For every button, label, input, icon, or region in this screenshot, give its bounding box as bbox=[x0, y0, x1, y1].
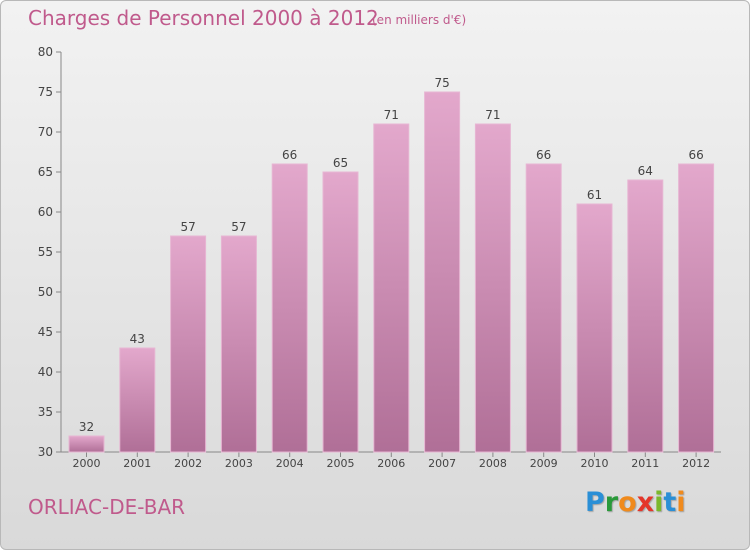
x-tick-label: 2001 bbox=[123, 457, 151, 470]
bar bbox=[373, 123, 410, 453]
x-tick-label: 2005 bbox=[327, 457, 355, 470]
proxiti-logo: Proxiti bbox=[585, 487, 686, 518]
bar-value-label: 71 bbox=[485, 108, 500, 122]
y-tick-label: 40 bbox=[38, 365, 53, 379]
bar-value-label: 66 bbox=[688, 148, 703, 162]
logo-letter: P bbox=[585, 487, 605, 518]
y-tick-label: 80 bbox=[38, 45, 53, 59]
bar-value-label: 65 bbox=[333, 156, 348, 170]
y-tick-label: 30 bbox=[38, 445, 53, 459]
bar bbox=[576, 203, 613, 453]
y-tick-label: 55 bbox=[38, 245, 53, 259]
x-tick-label: 2000 bbox=[73, 457, 101, 470]
y-tick-label: 45 bbox=[38, 325, 53, 339]
bar-value-label: 32 bbox=[79, 420, 94, 434]
logo-letter: t bbox=[663, 487, 677, 518]
bar bbox=[525, 163, 562, 453]
bar bbox=[627, 179, 664, 453]
y-tick-label: 65 bbox=[38, 165, 53, 179]
logo-letter: o bbox=[618, 487, 637, 518]
logo-letter: x bbox=[636, 487, 655, 518]
x-tick-label: 2004 bbox=[276, 457, 304, 470]
bar bbox=[474, 123, 511, 453]
bar bbox=[119, 347, 156, 453]
bar bbox=[322, 171, 359, 453]
bar-value-label: 66 bbox=[282, 148, 297, 162]
y-tick-label: 70 bbox=[38, 125, 53, 139]
bar-value-label: 61 bbox=[587, 188, 602, 202]
bar bbox=[68, 435, 105, 453]
bar-value-label: 75 bbox=[434, 76, 449, 90]
x-tick-label: 2007 bbox=[428, 457, 456, 470]
bar-value-label: 57 bbox=[180, 220, 195, 234]
x-tick-label: 2011 bbox=[631, 457, 659, 470]
place-name: ORLIAC-DE-BAR bbox=[28, 495, 186, 519]
x-tick-label: 2006 bbox=[377, 457, 405, 470]
y-tick-label: 75 bbox=[38, 85, 53, 99]
bar-value-label: 43 bbox=[130, 332, 145, 346]
logo-letter: i bbox=[676, 487, 686, 518]
y-tick-label: 50 bbox=[38, 285, 53, 299]
bar-value-label: 66 bbox=[536, 148, 551, 162]
logo-letter: i bbox=[654, 487, 664, 518]
bar-value-label: 71 bbox=[384, 108, 399, 122]
bar bbox=[678, 163, 715, 453]
y-tick-label: 60 bbox=[38, 205, 53, 219]
x-tick-label: 2009 bbox=[530, 457, 558, 470]
bar bbox=[170, 235, 207, 453]
logo-letter: r bbox=[604, 487, 619, 518]
bar bbox=[220, 235, 257, 453]
x-tick-label: 2008 bbox=[479, 457, 507, 470]
x-tick-label: 2002 bbox=[174, 457, 202, 470]
x-tick-label: 2012 bbox=[682, 457, 710, 470]
chart-title: Charges de Personnel 2000 à 2012 bbox=[28, 6, 379, 30]
bar-value-label: 57 bbox=[231, 220, 246, 234]
x-tick-label: 2003 bbox=[225, 457, 253, 470]
bar-value-label: 64 bbox=[638, 164, 653, 178]
bar bbox=[424, 91, 461, 453]
x-tick-label: 2010 bbox=[581, 457, 609, 470]
bar bbox=[271, 163, 308, 453]
y-tick-label: 35 bbox=[38, 405, 53, 419]
chart-subtitle: (en milliers d'€) bbox=[372, 13, 467, 27]
